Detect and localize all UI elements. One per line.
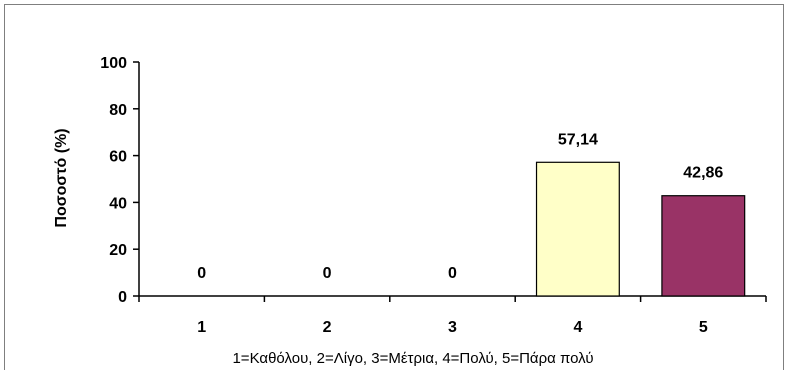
bar [661, 195, 746, 297]
data-label: 42,86 [683, 165, 723, 182]
x-tick-label: 5 [699, 319, 708, 336]
x-tick-label: 1 [197, 319, 206, 336]
chart-frame [4, 4, 784, 370]
y-tick-label: 0 [118, 289, 127, 306]
x-axis-title: 1=Καθόλου, 2=Λίγο, 3=Μέτρια, 4=Πολύ, 5=Π… [232, 350, 593, 367]
y-axis-title: Ποσοστό (%) [53, 128, 70, 227]
x-tick-label: 3 [448, 319, 457, 336]
data-label: 0 [323, 265, 332, 282]
y-tick-label: 20 [109, 242, 127, 259]
bar [535, 161, 620, 297]
data-label: 0 [448, 265, 457, 282]
y-tick-label: 60 [109, 149, 127, 166]
data-label: 57,14 [558, 131, 598, 148]
y-tick-label: 100 [100, 55, 127, 72]
x-tick-label: 2 [323, 319, 332, 336]
x-tick-label: 4 [573, 319, 582, 336]
y-tick-label: 40 [109, 195, 127, 212]
data-label: 0 [197, 265, 206, 282]
y-tick-label: 80 [109, 102, 127, 119]
